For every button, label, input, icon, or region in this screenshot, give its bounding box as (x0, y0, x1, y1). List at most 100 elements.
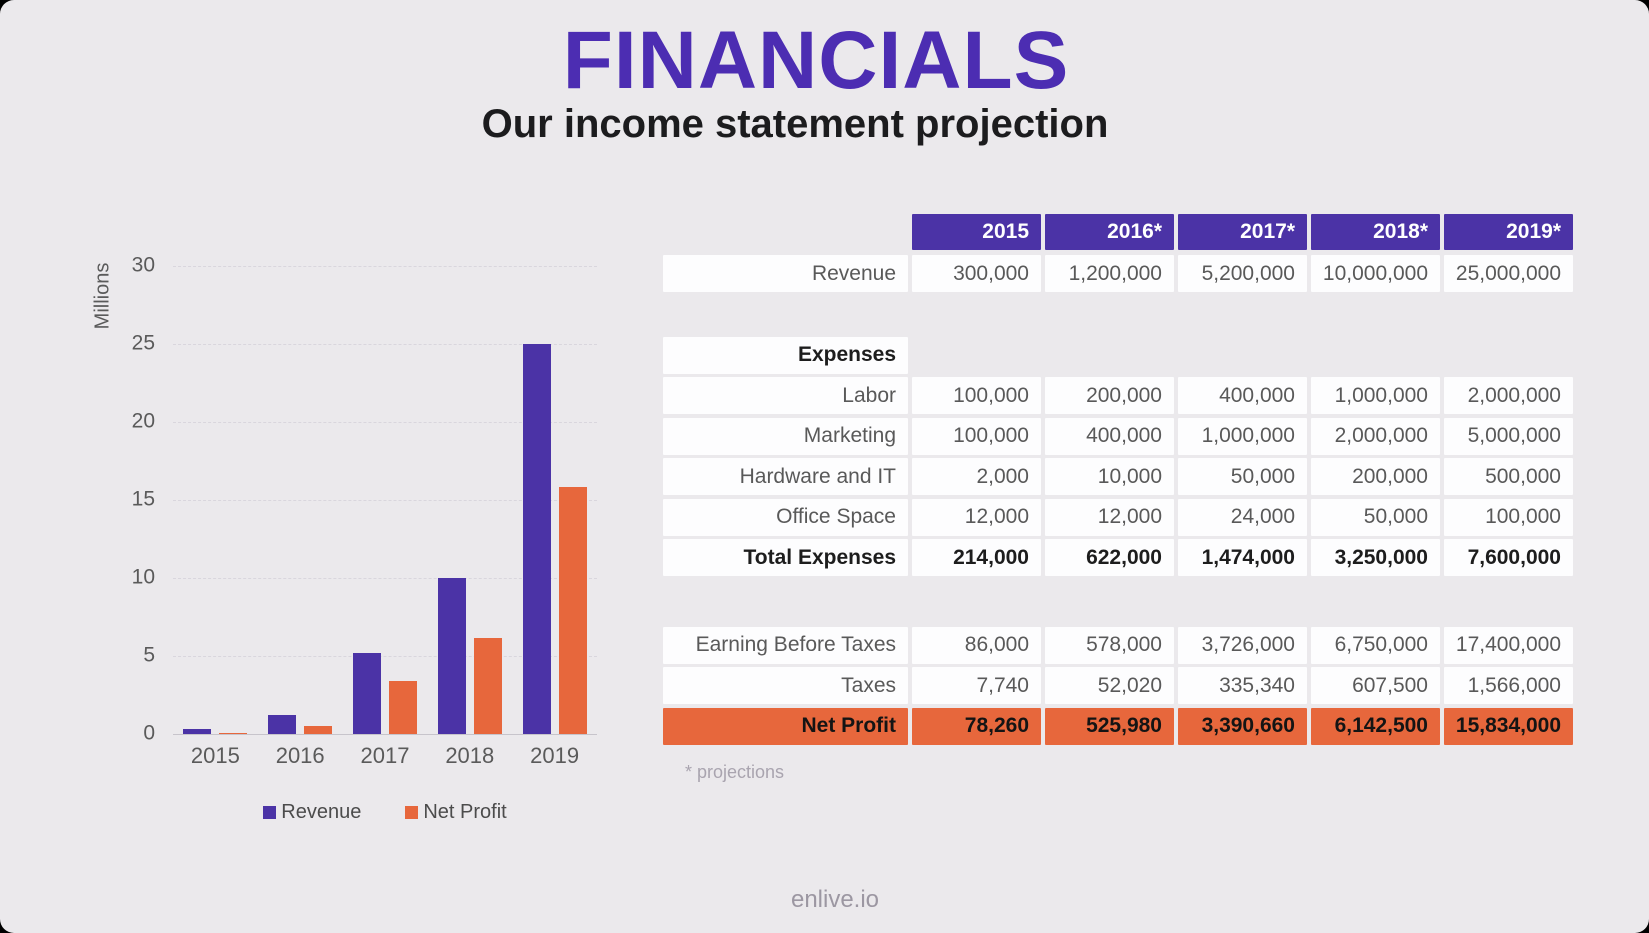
table-row-taxes: Taxes 7,740 52,020 335,340 607,500 1,566,000 (663, 667, 1573, 704)
value-cell: 3,250,000 (1311, 539, 1440, 576)
gridline-10 (173, 578, 597, 579)
gridline-0 (173, 734, 597, 735)
column-header-2018: 2018* (1311, 214, 1440, 250)
value-cell: 17,400,000 (1444, 626, 1573, 664)
value-cell: 15,834,000 (1444, 707, 1573, 745)
bar-net-profit-2016 (304, 725, 333, 734)
legend-label: Net Profit (423, 801, 507, 823)
row-label: Revenue (663, 255, 908, 292)
value-cell: 10,000,000 (1311, 255, 1440, 292)
table-header-row: 2015 2016* 2017* 2018* 2019* (663, 214, 1573, 251)
value-cell: 1,000,000 (1311, 377, 1440, 414)
gridline-5 (173, 656, 597, 657)
value-cell: 5,200,000 (1178, 255, 1307, 292)
bar-revenue-2018 (437, 578, 466, 734)
row-label: Labor (663, 377, 908, 414)
legend-swatch-icon (263, 806, 277, 819)
y-tick-30: 30 (131, 253, 155, 277)
y-tick-25: 25 (131, 331, 155, 355)
value-cell: 50,000 (1178, 458, 1307, 495)
value-cell: 200,000 (1045, 377, 1174, 414)
value-cell: 300,000 (912, 255, 1041, 292)
x-tick-2017: 2017 (360, 743, 410, 768)
value-cell: 12,000 (912, 498, 1041, 536)
value-cell: 78,260 (912, 707, 1041, 745)
row-label: Total Expenses (663, 539, 908, 576)
row-label: Hardware and IT (663, 458, 908, 495)
row-label: Net Profit (663, 707, 908, 745)
value-cell: 214,000 (912, 539, 1041, 576)
row-label: Office Space (663, 498, 908, 536)
table-row-marketing: Marketing 100,000 400,000 1,000,000 2,000,00… (663, 417, 1573, 455)
table-row-expenses: Expenses (663, 336, 1573, 374)
x-tick-2018: 2018 (445, 743, 495, 768)
value-cell: 5,000,000 (1444, 417, 1573, 455)
y-tick-15: 15 (131, 487, 155, 511)
value-cell: 52,020 (1045, 667, 1174, 704)
page-subtitle: Our income statement projection (481, 102, 1109, 146)
value-cell: 578,000 (1045, 626, 1174, 664)
x-tick-2019: 2019 (530, 743, 580, 768)
bar-revenue-2015 (183, 729, 212, 734)
value-cell: 7,600,000 (1444, 539, 1573, 576)
value-cell: 200,000 (1311, 458, 1440, 495)
footer-brand: enlive.io (790, 886, 880, 913)
legend-label: Revenue (281, 801, 362, 823)
value-cell: 6,750,000 (1311, 626, 1440, 664)
table-row-total-expenses: Total Expenses 214,000 622,000 1,474,000 3,2… (663, 539, 1573, 576)
value-cell: 1,200,000 (1045, 255, 1174, 292)
value-cell: 1,000,000 (1178, 417, 1307, 455)
gridline-25 (173, 344, 597, 345)
column-header-2019: 2019* (1444, 214, 1573, 250)
value-cell: 24,000 (1178, 498, 1307, 536)
value-cell: 100,000 (912, 377, 1041, 414)
legend-item-revenue: Revenue (263, 801, 361, 824)
value-cell: 7,740 (912, 667, 1041, 704)
value-cell: 1,474,000 (1178, 539, 1307, 576)
bar-net-profit-2015 (219, 732, 248, 734)
x-tick-2015: 2015 (190, 743, 240, 768)
value-cell: 100,000 (1444, 498, 1573, 536)
bar-revenue-2019 (522, 344, 551, 734)
value-cell: 100,000 (912, 417, 1041, 455)
value-cell: 2,000,000 (1311, 417, 1440, 455)
x-tick-2016: 2016 (275, 743, 325, 768)
bar-net-profit-2018 (473, 638, 502, 734)
value-cell: 500,000 (1444, 458, 1573, 495)
header-spacer-cell (663, 214, 908, 251)
value-cell: 10,000 (1045, 458, 1174, 495)
column-header-2015: 2015 (912, 214, 1041, 250)
table-row-net-profit: Net Profit 78,260 525,980 3,390,660 6,142,50… (663, 707, 1573, 745)
value-cell: 25,000,000 (1444, 255, 1573, 292)
bar-net-profit-2017 (389, 681, 417, 734)
value-cell: 335,340 (1178, 667, 1307, 704)
gridline-30 (173, 266, 597, 267)
table-row-office-space: Office Space 12,000 12,000 24,000 50,000 100,… (663, 498, 1573, 536)
value-cell: 400,000 (1178, 377, 1307, 414)
value-cell: 2,000 (912, 458, 1041, 495)
y-tick-5: 5 (143, 643, 155, 667)
page-title: FINANCIALS (562, 15, 1070, 106)
value-cell: 86,000 (912, 626, 1041, 664)
column-header-2016: 2016* (1045, 214, 1174, 250)
projections-footnote: * projections (685, 762, 785, 782)
bar-revenue-2017 (353, 652, 381, 734)
row-label: Earning Before Taxes (663, 626, 908, 664)
value-cell: 3,726,000 (1178, 626, 1307, 664)
value-cell: 607,500 (1311, 667, 1440, 704)
y-tick-0: 0 (143, 721, 155, 745)
table-row-hardware-and-it: Hardware and IT 2,000 10,000 50,000 200,000 5… (663, 458, 1573, 495)
bar-revenue-2016 (268, 715, 297, 734)
column-header-2017: 2017* (1178, 214, 1307, 250)
value-cell: 6,142,500 (1311, 707, 1440, 745)
value-cell: 622,000 (1045, 539, 1174, 576)
value-cell: 525,980 (1045, 707, 1174, 745)
table-row-revenue: Revenue 300,000 1,200,000 5,200,000 10,000,0… (663, 255, 1573, 292)
table-row-labor: Labor 100,000 200,000 400,000 1,000,000 2,000… (663, 377, 1573, 414)
value-cell: 400,000 (1045, 417, 1174, 455)
value-cell: 3,390,660 (1178, 707, 1307, 745)
value-cell: 50,000 (1311, 498, 1440, 536)
row-label: Taxes (663, 667, 908, 704)
legend-swatch-icon (405, 806, 419, 819)
